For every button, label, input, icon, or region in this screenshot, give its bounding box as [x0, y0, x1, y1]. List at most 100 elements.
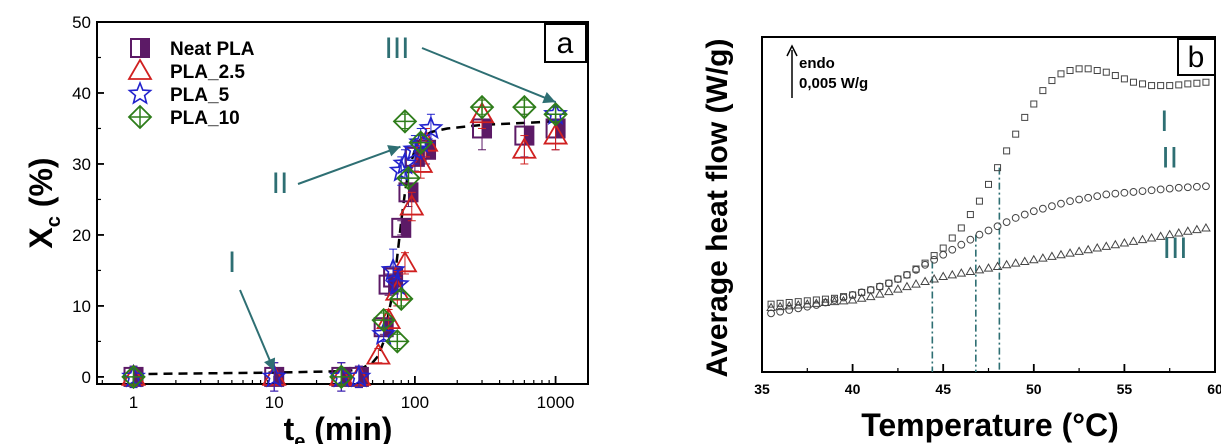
annotation-arrow-line [239, 289, 276, 372]
x-tick-label: 60 [1207, 381, 1221, 397]
legend-marker [127, 104, 153, 130]
data-point [1092, 243, 1103, 252]
data-point [346, 363, 372, 388]
data-point [1066, 197, 1074, 206]
data-point [920, 276, 930, 286]
x-tick-label: 1 [129, 393, 138, 412]
data-point [1021, 113, 1029, 121]
data-point [1173, 227, 1184, 237]
data-point [766, 302, 776, 312]
arrow-head-icon [264, 357, 276, 371]
data-point [912, 265, 920, 274]
legend-item: PLA_10 [127, 104, 240, 130]
data-point [1056, 249, 1066, 259]
annotation-label: III [384, 32, 409, 65]
panel-a-y-axis-label: Xc (%) [23, 157, 65, 248]
data-point [121, 364, 146, 390]
data-point [893, 284, 903, 293]
data-point [1120, 75, 1128, 83]
arrow-head-icon [542, 92, 556, 104]
annotation-arrow-line [297, 145, 401, 185]
data-point [1012, 130, 1020, 138]
data-point [956, 268, 967, 277]
data-point [911, 279, 921, 288]
data-point [469, 94, 495, 120]
series-iii [766, 222, 1211, 312]
data-point [399, 193, 425, 216]
panel-a-data-points [120, 94, 569, 392]
series-ii [767, 182, 1210, 318]
data-point [392, 109, 418, 134]
data-point [1110, 239, 1121, 249]
data-point [1182, 226, 1193, 235]
data-point [1202, 78, 1210, 86]
data-point [1138, 187, 1147, 196]
annotation-arrow-line [421, 47, 556, 104]
data-point [929, 274, 940, 283]
data-point [948, 234, 956, 242]
panel-a-y-label-space [23, 207, 59, 216]
data-point [821, 295, 829, 303]
data-point [820, 297, 831, 306]
y-tick-label: 40 [72, 84, 91, 103]
data-point [512, 94, 537, 120]
panel-a-y-label-main: X [23, 227, 59, 249]
data-point [1074, 246, 1084, 255]
annotation-1: I [228, 246, 276, 372]
data-point [1084, 193, 1093, 202]
data-point [371, 321, 397, 345]
data-point [865, 291, 876, 301]
data-point [1065, 248, 1075, 257]
data-point [329, 364, 354, 390]
legend-label: PLA_5 [170, 85, 230, 106]
panel-b-label: b [1188, 41, 1205, 74]
data-point [902, 281, 912, 291]
data-point [975, 230, 984, 239]
data-point [1164, 229, 1175, 239]
data-point [930, 252, 938, 260]
data-point [384, 271, 410, 296]
panel-a-x-label-unit: (min) [314, 411, 392, 444]
data-point [1156, 185, 1165, 194]
series-neat-pla [123, 106, 566, 392]
data-point [984, 226, 993, 235]
annotation-2: II [272, 145, 401, 200]
data-point [1003, 147, 1011, 155]
panel-a-y-ticks: 0 10 20 30 40 50 [72, 13, 104, 387]
panel-a-x-axis-label: te (min) [284, 411, 393, 444]
curve-label: II [1161, 142, 1178, 175]
x-tick-label: 45 [935, 381, 951, 397]
data-point [388, 286, 414, 312]
data-point [948, 245, 957, 254]
data-point [957, 240, 966, 249]
data-point [838, 295, 849, 305]
data-point [1129, 188, 1138, 196]
data-point [1093, 192, 1102, 201]
endo-scale-annotation: endo 0,005 W/g [786, 44, 868, 98]
x-tick-label: 10 [265, 393, 284, 412]
data-point [966, 235, 975, 244]
data-point [396, 165, 421, 191]
panel-a-x-label-space [305, 411, 314, 444]
y-tick-label: 30 [72, 155, 91, 174]
data-point [392, 150, 418, 175]
data-point [1193, 79, 1201, 87]
data-point [966, 211, 974, 219]
data-point [884, 279, 893, 288]
panel-b-x-ticks: 35 40 45 50 55 60 [754, 364, 1221, 397]
panel-a-x-label-main: t [284, 411, 295, 444]
data-point [965, 266, 976, 275]
y-tick-label: 50 [72, 13, 91, 32]
data-point [1174, 183, 1183, 192]
data-point [1119, 238, 1130, 247]
data-point [1102, 190, 1111, 199]
data-point [983, 263, 994, 272]
x-tick-label: 55 [1117, 381, 1133, 397]
data-point [803, 297, 811, 305]
panel-a-x-ticks: 1 10 100 1000 [101, 376, 574, 412]
data-point [793, 299, 804, 309]
data-point [1038, 204, 1047, 213]
data-point [1202, 182, 1210, 191]
data-point [1146, 232, 1157, 242]
